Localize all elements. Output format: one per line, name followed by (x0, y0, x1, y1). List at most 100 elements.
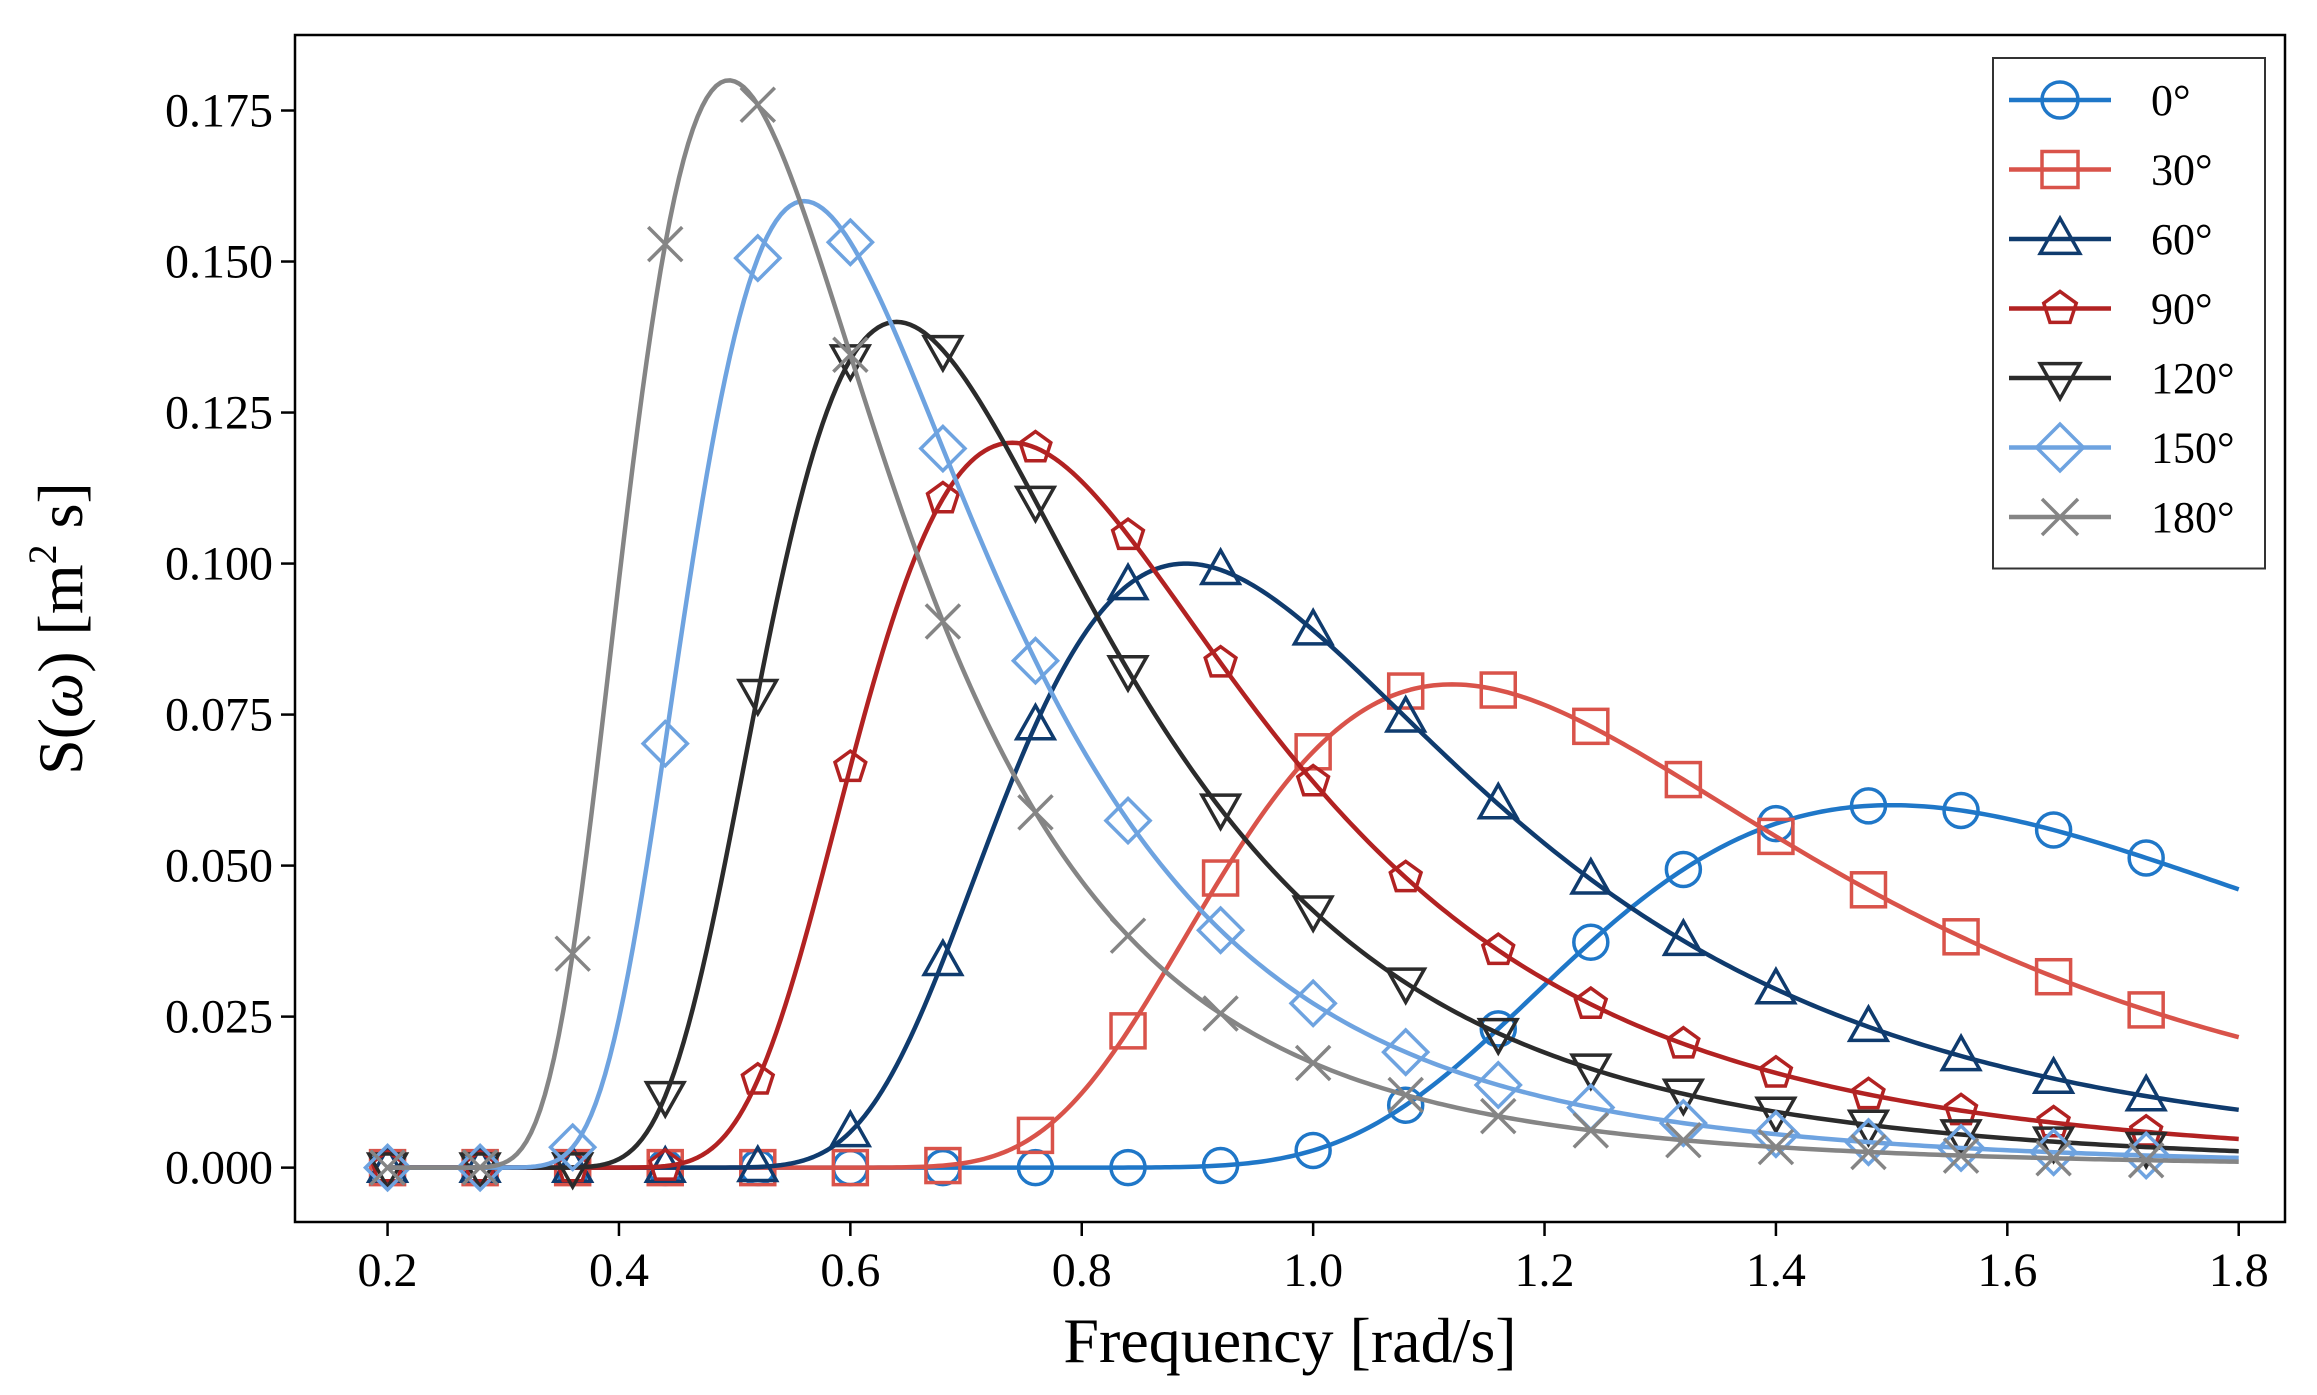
data-point (1665, 1025, 1701, 1059)
x-axis-title: Frequency [rad/s] (1063, 1305, 1516, 1376)
data-point (1198, 793, 1243, 832)
data-point (1939, 1032, 1983, 1072)
data-point (1013, 485, 1058, 525)
data-point (1846, 1003, 1891, 1043)
data-point (825, 217, 875, 267)
data-point (1664, 760, 1703, 799)
legend-label: 30° (2151, 146, 2213, 195)
series-line (387, 198, 2239, 1170)
data-point (362, 1143, 413, 1193)
data-point (1384, 967, 1428, 1006)
y-tick-label: 0.000 (165, 1142, 273, 1195)
data-point (831, 1148, 870, 1187)
data-point (2127, 991, 2165, 1029)
data-point (1751, 1109, 1801, 1159)
data-point (1016, 1116, 1055, 1155)
data-point (1294, 1131, 1332, 1170)
data-point (1294, 1044, 1332, 1082)
data-point (739, 86, 777, 124)
legend-box (1992, 57, 2266, 570)
data-point (1843, 1117, 1894, 1167)
y-axis-title-post: s] (25, 482, 96, 544)
data-point (1106, 654, 1150, 694)
data-point (1384, 694, 1428, 733)
data-point (1010, 636, 1061, 686)
y-tick-label: 0.175 (165, 85, 273, 138)
data-point (1386, 1086, 1425, 1124)
data-point (1388, 859, 1424, 893)
data-point (925, 480, 961, 514)
legend-entry: 60° (2009, 214, 2213, 264)
data-point (1018, 429, 1053, 463)
data-point (2127, 1141, 2165, 1179)
data-point (2121, 1130, 2171, 1181)
data-point (2035, 1139, 2072, 1177)
legend-marker (2040, 497, 2080, 537)
data-point (2036, 1104, 2072, 1138)
x-tick-label: 0.2 (358, 1244, 418, 1297)
data-point (1201, 859, 1240, 897)
data-point (924, 1146, 962, 1185)
data-point (1473, 1060, 1523, 1110)
data-point (1196, 905, 1246, 955)
data-point (1202, 995, 1239, 1032)
data-point (1661, 1078, 1706, 1117)
data-point (832, 748, 868, 783)
data-point (1291, 895, 1335, 934)
data-point (1572, 1112, 1610, 1149)
data-point (1017, 794, 1054, 831)
data-point (646, 225, 684, 263)
series-line (387, 319, 2239, 1170)
data-point (1013, 702, 1058, 741)
data-point (1103, 796, 1153, 846)
data-point (921, 937, 965, 977)
legend-marker (2034, 421, 2086, 474)
data-point (2127, 839, 2165, 877)
data-point (1661, 917, 1706, 957)
data-point (1109, 1012, 1147, 1050)
data-point (1479, 1010, 1518, 1048)
data-point (1386, 672, 1425, 710)
series-120-deg (365, 319, 2239, 1191)
series-150-deg (362, 198, 2239, 1193)
data-point (550, 1152, 595, 1191)
legend-entry: 120° (2009, 354, 2235, 403)
legend-marker (2040, 80, 2080, 120)
data-point (1295, 763, 1331, 797)
data-point (1942, 1137, 1980, 1174)
data-point (1291, 607, 1335, 646)
data-point (1110, 517, 1146, 551)
legend-entry: 0° (2009, 76, 2191, 125)
legend-label: 150° (2151, 424, 2235, 473)
data-point (1757, 817, 1795, 856)
data-point (1198, 546, 1243, 586)
y-tick-label: 0.100 (165, 538, 273, 591)
x-axis: 0.2 0.4 0.6 0.8 1.0 1.2 1.4 1.6 1.8 (358, 1222, 2269, 1297)
x-tick-label: 0.8 (1052, 1244, 1112, 1297)
y-tick-label: 0.075 (165, 689, 273, 742)
data-point (2031, 1055, 2076, 1094)
data-point (1758, 1054, 1794, 1088)
data-point (1572, 707, 1610, 746)
data-point (1480, 932, 1516, 966)
legend-entry: 90° (2009, 285, 2213, 334)
legend-marker (2037, 361, 2083, 403)
data-point (1849, 787, 1888, 825)
y-tick-label: 0.050 (165, 840, 273, 893)
y-tick-label: 0.150 (165, 236, 273, 289)
data-point (921, 334, 965, 374)
y-axis: 0.000 0.025 0.050 0.075 0.100 0.125 0.150 0.175 (165, 85, 295, 1195)
legend-entry: 150° (2009, 421, 2235, 474)
legend-entry: 180° (2009, 493, 2235, 542)
legend-entry: 30° (2009, 146, 2213, 195)
series-180-deg (369, 78, 2239, 1186)
data-point (455, 1143, 505, 1193)
y-axis-title-omega: ω (25, 673, 96, 718)
series-layer (362, 78, 2240, 1193)
data-point (461, 1149, 499, 1186)
data-point (1754, 1096, 1798, 1135)
legend-marker (2037, 214, 2083, 256)
x-tick-label: 0.4 (589, 1244, 649, 1297)
data-point (1942, 791, 1980, 830)
